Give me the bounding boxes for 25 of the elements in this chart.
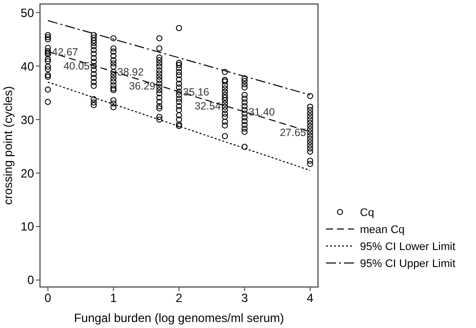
x-tick-label: 4 xyxy=(306,291,314,305)
annotation: 40.05 xyxy=(63,60,90,72)
annotation: 27.65 xyxy=(280,126,306,139)
y-tick-label: 20 xyxy=(20,166,34,180)
legend-label: mean Cq xyxy=(360,224,405,236)
x-tick-label: 2 xyxy=(176,291,183,305)
y-tick-label: 30 xyxy=(20,112,34,127)
annotation: 38.92 xyxy=(117,66,144,79)
annotation: 42.67 xyxy=(52,46,78,58)
annotation: 31.40 xyxy=(248,106,275,119)
y-axis-title: crossing point (cycles) xyxy=(1,86,15,205)
y-tick-label: 10 xyxy=(20,220,34,234)
annotation: 32.54 xyxy=(194,100,222,113)
x-tick-label: 1 xyxy=(110,291,118,305)
annotation: 36.29 xyxy=(129,80,156,93)
y-tick-label: 50 xyxy=(20,6,34,20)
x-tick-label: 0 xyxy=(44,291,52,305)
legend-label: 95% CI Lower Limit xyxy=(360,240,456,253)
legend-label: Cq xyxy=(360,206,374,219)
annotation: 35.16 xyxy=(183,86,210,99)
y-tick-label: 0 xyxy=(27,273,34,288)
x-tick-label: 3 xyxy=(241,291,248,305)
legend-label: 95% CI Upper Limit xyxy=(360,258,456,270)
y-tick-label: 40 xyxy=(20,59,34,74)
x-axis-title: Fungal burden (log genomes/ml serum) xyxy=(74,311,284,325)
